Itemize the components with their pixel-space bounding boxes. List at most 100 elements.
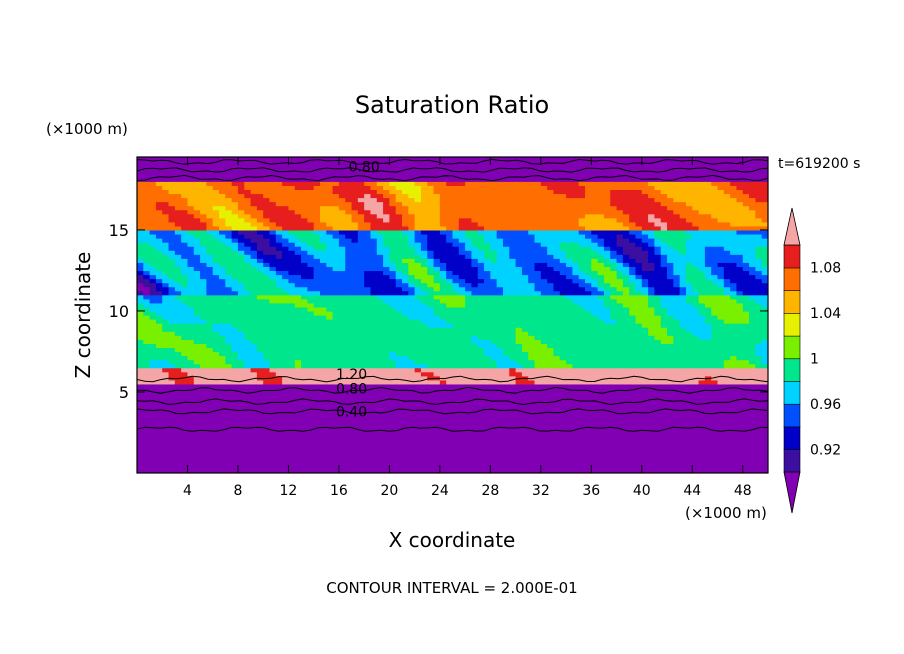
field-cell — [465, 197, 473, 203]
field-cell — [168, 355, 176, 361]
field-cell — [256, 460, 264, 466]
field-cell — [351, 193, 359, 199]
field-cell — [521, 161, 529, 166]
field-cell — [357, 193, 365, 199]
field-cell — [288, 193, 296, 199]
field-cell — [458, 375, 466, 381]
field-cell — [496, 383, 504, 389]
field-cell — [502, 404, 510, 409]
field-cell — [446, 169, 454, 174]
field-cell — [313, 359, 321, 365]
field-cell — [237, 432, 245, 438]
field-cell — [446, 233, 454, 239]
field-cell — [534, 165, 542, 170]
field-cell — [250, 383, 258, 389]
field-cell — [168, 221, 176, 227]
field-cell — [357, 286, 365, 292]
field-cell — [282, 221, 290, 227]
field-cell — [452, 315, 460, 320]
field-cell — [225, 209, 233, 215]
field-cell — [395, 327, 403, 332]
field-cell — [345, 201, 353, 207]
field-cell — [212, 254, 220, 259]
field-cell — [465, 323, 473, 328]
field-cell — [420, 343, 428, 349]
field-cell — [301, 310, 308, 316]
field-cell — [345, 420, 353, 425]
field-cell — [484, 201, 491, 207]
field-cell — [193, 379, 201, 385]
field-cell — [225, 424, 233, 430]
field-cell — [174, 270, 182, 276]
field-cell — [225, 250, 233, 255]
field-cell — [528, 424, 536, 430]
field-cell — [256, 213, 264, 219]
field-cell — [212, 217, 220, 223]
field-cell — [465, 464, 473, 470]
field-cell — [351, 306, 359, 312]
field-cell — [345, 302, 353, 308]
field-cell — [534, 258, 542, 263]
field-cell — [237, 205, 245, 211]
field-cell — [521, 185, 529, 191]
field-cell — [174, 371, 182, 377]
field-cell — [502, 468, 510, 473]
field-cell — [471, 347, 479, 353]
field-cell — [446, 416, 454, 421]
field-cell — [269, 448, 277, 454]
field-cell — [219, 238, 226, 243]
field-cell — [282, 391, 290, 397]
field-cell — [452, 404, 460, 409]
field-cell — [420, 262, 428, 267]
field-cell — [376, 440, 384, 446]
field-cell — [288, 379, 296, 385]
field-cell — [313, 424, 321, 430]
field-cell — [414, 209, 422, 215]
field-cell — [181, 181, 189, 186]
field-cell — [307, 319, 315, 324]
field-cell — [414, 387, 422, 393]
field-cell — [395, 383, 403, 389]
field-cell — [534, 177, 542, 182]
field-cell — [515, 452, 523, 458]
field-cell — [256, 323, 264, 328]
field-cell — [155, 404, 163, 409]
field-cell — [364, 359, 372, 365]
field-cell — [351, 205, 359, 211]
field-cell — [206, 197, 214, 203]
field-cell — [490, 229, 498, 235]
field-cell — [219, 217, 226, 223]
field-cell — [389, 161, 397, 166]
field-cell — [528, 298, 536, 304]
field-cell — [338, 310, 346, 316]
field-cell — [275, 379, 283, 385]
field-cell — [528, 270, 536, 276]
field-cell — [212, 177, 220, 182]
field-cell — [219, 371, 226, 377]
field-cell — [319, 363, 327, 369]
field-cell — [174, 335, 182, 340]
field-cell — [307, 157, 315, 162]
field-cell — [490, 363, 498, 369]
field-cell — [502, 396, 510, 401]
field-cell — [282, 181, 290, 186]
field-cell — [307, 456, 315, 462]
field-cell — [149, 217, 157, 223]
field-cell — [364, 375, 372, 381]
field-cell — [256, 359, 264, 365]
field-cell — [490, 404, 498, 409]
field-cell — [244, 335, 252, 340]
field-cell — [231, 306, 239, 312]
field-cell — [168, 408, 176, 413]
field-cell — [237, 319, 245, 324]
field-cell — [408, 294, 416, 300]
field-cell — [301, 460, 308, 466]
field-cell — [137, 290, 144, 296]
field-cell — [275, 221, 283, 227]
field-cell — [275, 335, 283, 340]
field-cell — [458, 250, 466, 255]
field-cell — [168, 262, 176, 267]
field-cell — [408, 448, 416, 454]
field-cell — [237, 242, 245, 247]
field-cell — [446, 165, 454, 170]
